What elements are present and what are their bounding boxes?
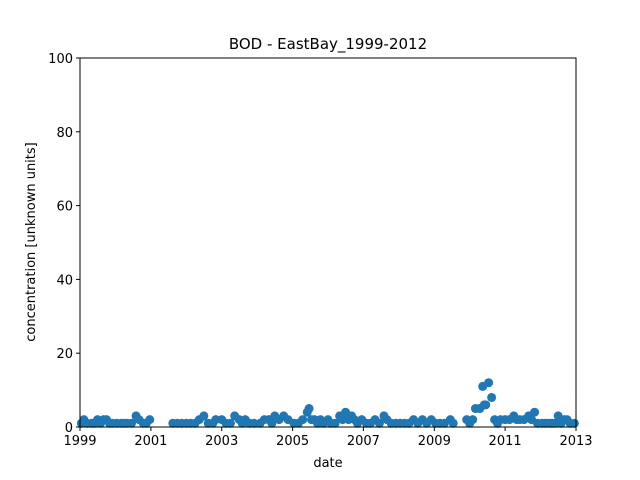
- y-tick-label: 40: [56, 273, 73, 288]
- plot-frame: [79, 57, 577, 428]
- data-point: [374, 418, 384, 428]
- x-tick-label: 2003: [205, 434, 238, 449]
- data-point: [487, 392, 497, 402]
- x-tick-label: 2009: [418, 434, 451, 449]
- y-tick-label: 80: [56, 126, 73, 141]
- data-point: [145, 415, 155, 425]
- data-point: [448, 418, 458, 428]
- data-point: [225, 418, 235, 428]
- x-tick-label: 2007: [347, 434, 380, 449]
- data-point: [569, 418, 579, 428]
- y-tick-label: 100: [48, 52, 73, 67]
- y-axis-label: concentration [unknown units]: [24, 142, 39, 341]
- axis-ticks: 0 20 40 60 80 100 1999 2001 2003 2005 2007 2009 2011…: [48, 52, 592, 449]
- y-tick-label: 20: [56, 347, 73, 362]
- data-point: [484, 378, 494, 388]
- data-point: [267, 418, 277, 428]
- data-point: [468, 415, 478, 425]
- y-tick-label: 0: [65, 421, 73, 436]
- x-axis-label: date: [313, 456, 342, 471]
- x-tick-label: 2005: [276, 434, 309, 449]
- data-point: [530, 407, 540, 417]
- x-tick-label: 2013: [559, 434, 592, 449]
- x-tick-label: 2011: [489, 434, 522, 449]
- chart-title: BOD - EastBay_1999-2012: [229, 35, 427, 54]
- data-point: [479, 400, 489, 410]
- x-tick-label: 1999: [63, 434, 96, 449]
- data-point: [330, 418, 340, 428]
- data-point: [199, 411, 209, 421]
- data-point: [304, 404, 314, 414]
- plot-area: [76, 378, 579, 428]
- data-point: [298, 415, 308, 425]
- x-tick-label: 2001: [134, 434, 167, 449]
- data-point: [127, 418, 137, 428]
- y-tick-label: 60: [56, 200, 73, 215]
